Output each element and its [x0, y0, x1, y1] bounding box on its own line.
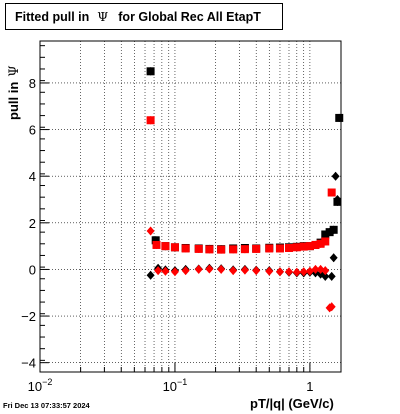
diamond-marker	[333, 195, 342, 205]
square-marker	[205, 245, 214, 254]
diamond-marker	[154, 266, 163, 276]
square-marker	[146, 116, 155, 125]
x-axis-label: pT/|q| (GeV/c)	[250, 396, 334, 411]
y-axis-label: pull in Ψ	[6, 65, 22, 120]
chart-title-before: Fitted pull in	[15, 10, 90, 24]
square-marker	[151, 236, 160, 245]
diamond-marker	[217, 264, 226, 274]
square-marker	[321, 237, 330, 246]
diamond-marker	[311, 264, 320, 274]
diamond-marker	[331, 171, 340, 181]
diamond-marker	[299, 267, 308, 277]
square-marker	[292, 243, 301, 252]
diamond-marker	[170, 267, 179, 277]
square-marker	[240, 245, 249, 254]
square-marker	[170, 243, 179, 252]
diamond-marker	[229, 266, 238, 276]
diamond-marker	[275, 267, 284, 277]
grid-lines	[40, 41, 341, 372]
tick-labels: −4 −2 0 2 4 6 8 10−2 10−1 1	[21, 76, 313, 394]
diamond-marker	[252, 266, 261, 276]
square-marker	[217, 245, 226, 254]
square-marker	[229, 245, 238, 254]
diamond-marker	[327, 302, 336, 312]
diamond-marker	[292, 267, 301, 277]
diamond-marker	[161, 266, 170, 276]
diamond-marker	[240, 265, 249, 275]
axis-ticks	[39, 45, 311, 373]
psi-symbol: Ψ	[97, 9, 109, 24]
y-tick-label: 2	[29, 216, 36, 231]
square-marker	[335, 113, 344, 122]
diamond-marker	[327, 271, 336, 281]
square-marker	[316, 239, 325, 248]
square-marker	[275, 244, 284, 253]
diamond-marker	[146, 270, 155, 280]
square-marker	[321, 230, 330, 239]
diamond-marker	[146, 226, 155, 236]
diamond-marker	[284, 267, 293, 277]
y-tick-label: 0	[29, 262, 36, 277]
square-marker	[329, 225, 338, 234]
y-tick-label: −4	[21, 356, 36, 371]
square-marker	[181, 244, 190, 253]
diamond-marker	[321, 266, 330, 276]
x-tick-label: 10−1	[163, 377, 188, 394]
diamond-marker	[205, 264, 214, 274]
y-axis-label-text: pull in	[6, 81, 21, 120]
square-marker	[152, 240, 161, 249]
square-marker	[299, 242, 308, 251]
square-marker	[325, 228, 334, 237]
diamond-marker	[181, 266, 190, 276]
square-marker	[311, 240, 320, 249]
plot-frame	[39, 40, 342, 373]
y-tick-label: 6	[29, 123, 36, 138]
x-tick-label: 10−2	[28, 377, 53, 394]
y-tick-label: 8	[29, 76, 36, 91]
y-axis-psi-symbol: Ψ	[7, 65, 22, 77]
timestamp: Fri Dec 13 07:33:57 2024	[3, 401, 90, 410]
y-tick-label: 4	[29, 169, 36, 184]
square-marker	[284, 243, 293, 252]
x-tick-label: 1	[306, 379, 313, 394]
square-marker	[161, 242, 170, 251]
square-marker	[305, 242, 314, 251]
square-marker	[265, 244, 274, 253]
y-tick-label: −2	[21, 309, 36, 324]
square-marker	[252, 244, 261, 253]
diamond-marker	[194, 264, 203, 274]
diamond-marker	[329, 253, 338, 263]
chart-title-after: for Global Rec All EtapT	[118, 10, 261, 24]
square-marker	[327, 188, 336, 197]
square-marker	[146, 67, 155, 76]
data-points	[146, 67, 344, 313]
diamond-marker	[265, 266, 274, 276]
diamond-marker	[321, 271, 330, 281]
square-marker	[194, 244, 203, 253]
